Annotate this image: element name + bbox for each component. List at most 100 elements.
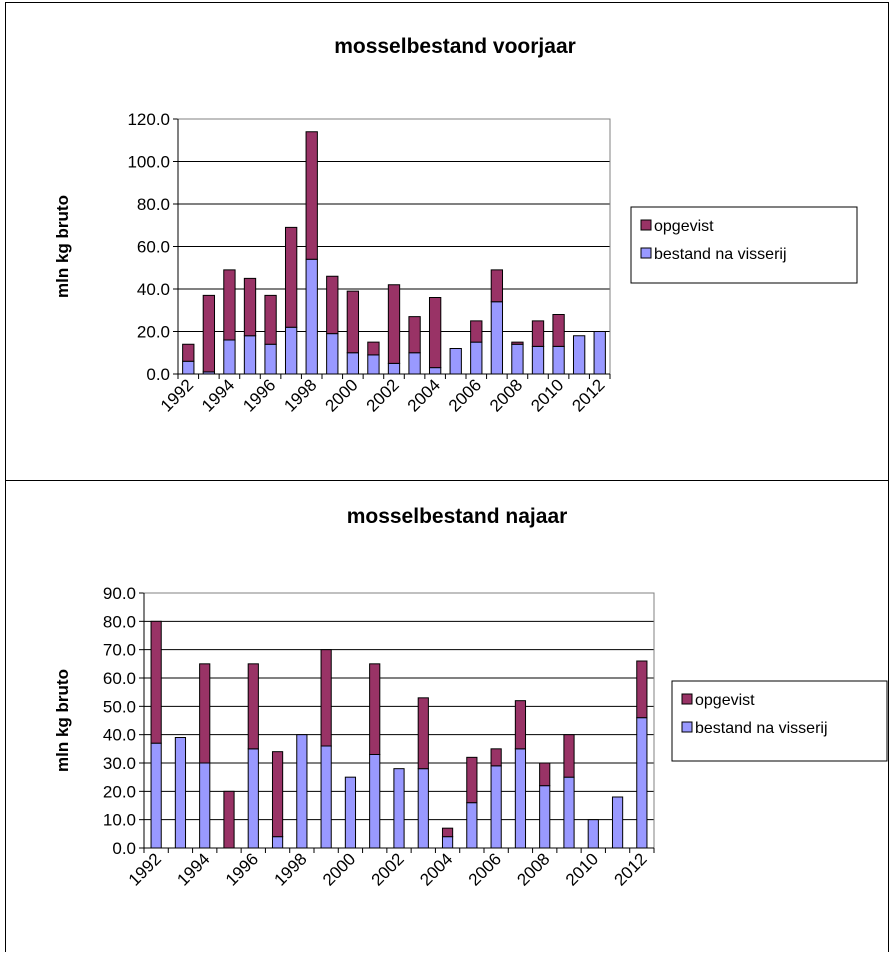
bar-bestand-2011 <box>572 335 586 375</box>
y-tick-label: 40.0 <box>137 280 170 299</box>
bar-bestand-1994 <box>223 339 236 375</box>
y-tick-label: 30.0 <box>103 754 136 773</box>
bar-opgevist-1993 <box>202 294 216 373</box>
legend-box <box>671 680 888 762</box>
y-tick-label: 70.0 <box>103 641 136 660</box>
bar-bestand-2008 <box>539 785 551 849</box>
y-axis-label-najaar: mln kg bruto <box>53 669 72 772</box>
legend-swatch-bestand <box>640 247 652 259</box>
x-tick-label: 2004 <box>404 375 444 415</box>
bar-bestand-2010 <box>552 345 565 375</box>
x-tick-label: 2010 <box>527 375 567 415</box>
x-tick-label: 2012 <box>611 849 651 889</box>
legend-label-opgevist: opgevist <box>654 218 714 235</box>
y-tick-label: 0.0 <box>112 839 136 858</box>
y-tick-label: 0.0 <box>146 365 170 384</box>
y-tick-label: 60.0 <box>137 238 170 257</box>
bar-opgevist-1992 <box>150 620 162 744</box>
bar-opgevist-1996 <box>264 294 277 345</box>
bar-opgevist-1997 <box>284 226 298 328</box>
bar-bestand-2006 <box>470 341 483 375</box>
y-axis-label-voorjaar: mln kg bruto <box>53 195 72 298</box>
bar-opgevist-2003 <box>408 316 421 354</box>
bar-bestand-1997 <box>284 326 298 375</box>
bar-opgevist-1995 <box>243 277 257 337</box>
bar-opgevist-1992 <box>182 343 195 362</box>
bar-opgevist-2004 <box>441 827 454 838</box>
bar-bestand-2009 <box>531 345 545 375</box>
x-tick-label: 2002 <box>363 375 403 415</box>
bar-opgevist-2007 <box>514 700 527 750</box>
bar-opgevist-2007 <box>490 269 504 303</box>
bar-bestand-1996 <box>264 343 277 375</box>
legend-swatch-bestand <box>681 721 693 733</box>
legend-voorjaar: opgevist bestand na visserij <box>630 206 858 284</box>
bar-bestand-2011 <box>611 796 624 849</box>
bar-bestand-2000 <box>346 352 360 375</box>
bar-opgevist-2009 <box>563 734 575 778</box>
bar-bestand-2001 <box>367 354 380 375</box>
chart-voorjaar: mosselbestand voorjaar mln kg bruto 0.0 20.… <box>53 35 858 416</box>
legend-najaar: opgevist bestand na visserij <box>671 680 888 762</box>
bar-opgevist-1999 <box>326 275 339 335</box>
bar-opgevist-2002 <box>387 284 401 364</box>
x-tick-label: 2010 <box>562 849 602 889</box>
bar-bestand-2007 <box>514 748 527 849</box>
bar-bestand-1996 <box>247 748 259 849</box>
bar-bestand-2005 <box>449 348 462 375</box>
bar-bestand-1999 <box>320 745 332 849</box>
bar-opgevist-2008 <box>539 762 551 787</box>
x-tick-label: 1994 <box>173 849 213 889</box>
x-tick-label: 2000 <box>319 849 359 889</box>
bar-opgevist-1996 <box>247 663 259 750</box>
x-tick-label: 1994 <box>198 375 238 415</box>
legend-swatch-opgevist <box>681 693 693 705</box>
x-tick-label: 2002 <box>368 849 408 889</box>
bar-bestand-2009 <box>563 776 575 849</box>
bar-bestand-1993 <box>174 737 187 849</box>
bar-bestand-2004 <box>441 836 454 849</box>
bar-bestand-2001 <box>369 754 381 849</box>
chart-title-najaar: mosselbestand najaar <box>347 505 568 528</box>
y-tick-label: 90.0 <box>103 584 136 603</box>
bar-opgevist-2005 <box>466 756 478 804</box>
x-tick-label: 2008 <box>486 375 526 415</box>
bar-opgevist-1997 <box>271 751 284 838</box>
bar-opgevist-2008 <box>511 341 524 345</box>
bar-bestand-2012 <box>593 331 606 375</box>
x-tick-label: 2008 <box>513 849 553 889</box>
y-tick-label: 120.0 <box>127 110 170 129</box>
bar-bestand-2007 <box>490 301 504 375</box>
bar-opgevist-2006 <box>490 748 502 767</box>
bar-bestand-1999 <box>326 333 339 375</box>
bar-bestand-2002 <box>393 768 405 849</box>
bar-bestand-2012 <box>636 717 648 849</box>
bar-bestand-2005 <box>466 802 478 849</box>
bar-opgevist-1994 <box>199 663 211 764</box>
y-tick-label: 20.0 <box>103 782 136 801</box>
bar-bestand-2002 <box>387 362 401 375</box>
x-tick-label: 2012 <box>568 375 608 415</box>
bar-bestand-2004 <box>428 367 442 375</box>
chart-panel-voorjaar: mosselbestand voorjaar mln kg bruto 0.0 20.… <box>5 2 889 481</box>
y-tick-label: 20.0 <box>137 323 170 342</box>
bar-bestand-1998 <box>305 258 318 375</box>
bar-opgevist-2003 <box>417 697 429 770</box>
bar-opgevist-1994 <box>223 269 236 341</box>
bar-bestand-2003 <box>408 352 421 375</box>
bar-opgevist-2010 <box>552 314 565 347</box>
bar-bestand-1995 <box>243 335 257 375</box>
y-tick-label: 10.0 <box>103 811 136 830</box>
x-tick-label: 2000 <box>322 375 362 415</box>
x-tick-label: 1996 <box>239 375 279 415</box>
legend-label-bestand: bestand na visserij <box>654 246 787 263</box>
x-tick-label: 2004 <box>416 849 456 889</box>
legend-label-opgevist: opgevist <box>695 692 755 709</box>
legend-swatch-opgevist <box>640 219 652 231</box>
legend-box <box>630 206 858 284</box>
x-tick-label: 2006 <box>445 375 485 415</box>
chart-najaar: mosselbestand najaar mln kg bruto 0.0 10.0 2… <box>53 505 888 890</box>
bar-bestand-1992 <box>150 742 162 849</box>
bar-bestand-2003 <box>417 768 429 849</box>
x-tick-label: 2006 <box>465 849 505 889</box>
